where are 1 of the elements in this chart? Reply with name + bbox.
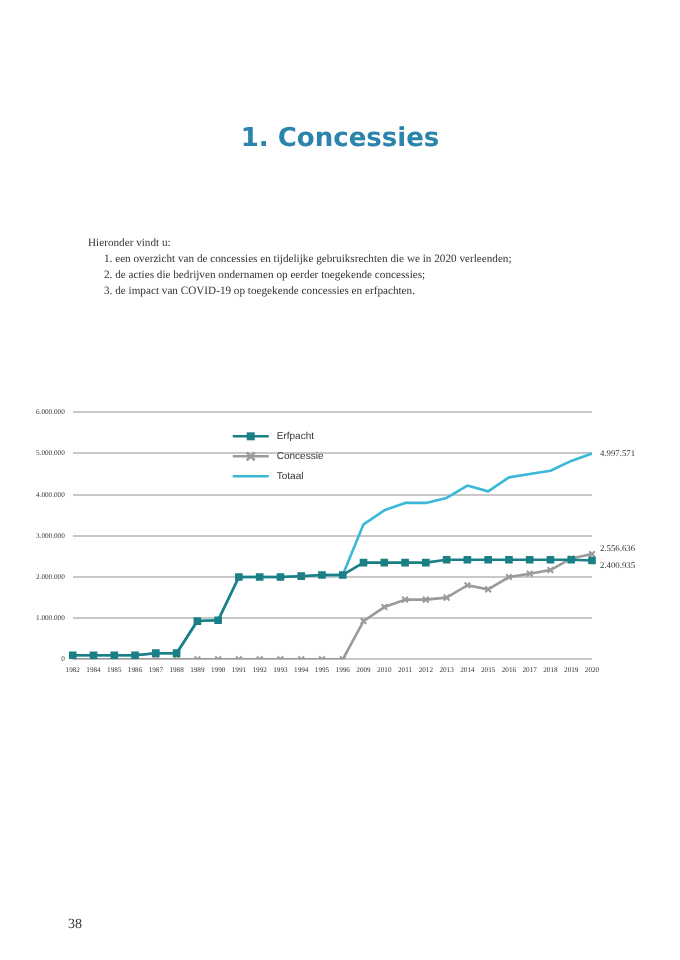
chart-title: 1. Concessies bbox=[238, 124, 442, 154]
